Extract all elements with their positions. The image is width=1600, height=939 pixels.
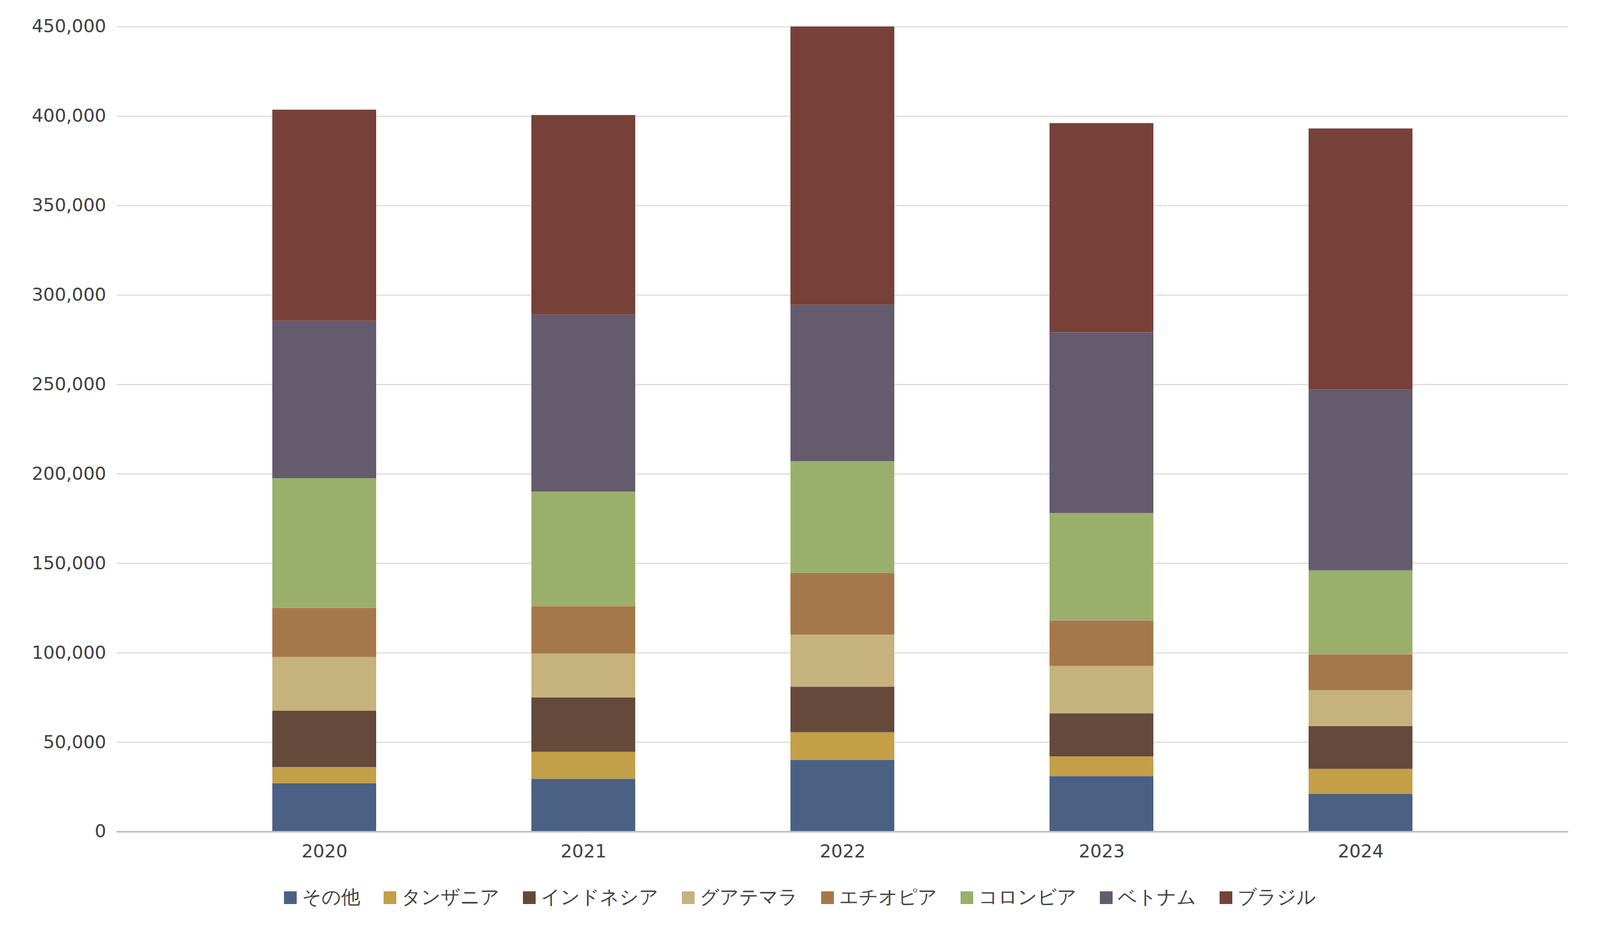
svg-text:250,000: 250,000 — [31, 373, 107, 395]
html-text:その他: その他 — [301, 886, 361, 909]
svg-text:100,000: 100,000 — [31, 642, 107, 664]
svg-text:2022: 2022 — [819, 840, 866, 862]
svg-text:2020: 2020 — [301, 840, 348, 862]
html-text:タンザニア: タンザニア — [401, 886, 500, 909]
html-text:ベトナム: ベトナム — [1117, 886, 1197, 909]
html-text:インドネシア: インドネシア — [540, 886, 659, 909]
svg-text:2024: 2024 — [1337, 840, 1384, 862]
svg-text:450,000: 450,000 — [31, 15, 107, 37]
svg-text:2021: 2021 — [560, 840, 607, 862]
html-text:グアテマラ: グアテマラ — [699, 886, 798, 909]
html-text:エチオピア: エチオピア — [839, 886, 938, 909]
svg-text:150,000: 150,000 — [31, 552, 107, 574]
html-text:コロンビア: コロンビア — [978, 886, 1077, 909]
svg-text:2023: 2023 — [1078, 840, 1125, 862]
svg-text:50,000: 50,000 — [43, 731, 107, 753]
html-text:ブラジル: ブラジル — [1237, 886, 1317, 909]
svg-text:400,000: 400,000 — [31, 104, 107, 127]
svg-text:300,000: 300,000 — [31, 283, 107, 306]
svg-text:0: 0 — [94, 820, 107, 842]
svg-text:350,000: 350,000 — [31, 194, 107, 216]
svg-text:200,000: 200,000 — [31, 463, 107, 485]
